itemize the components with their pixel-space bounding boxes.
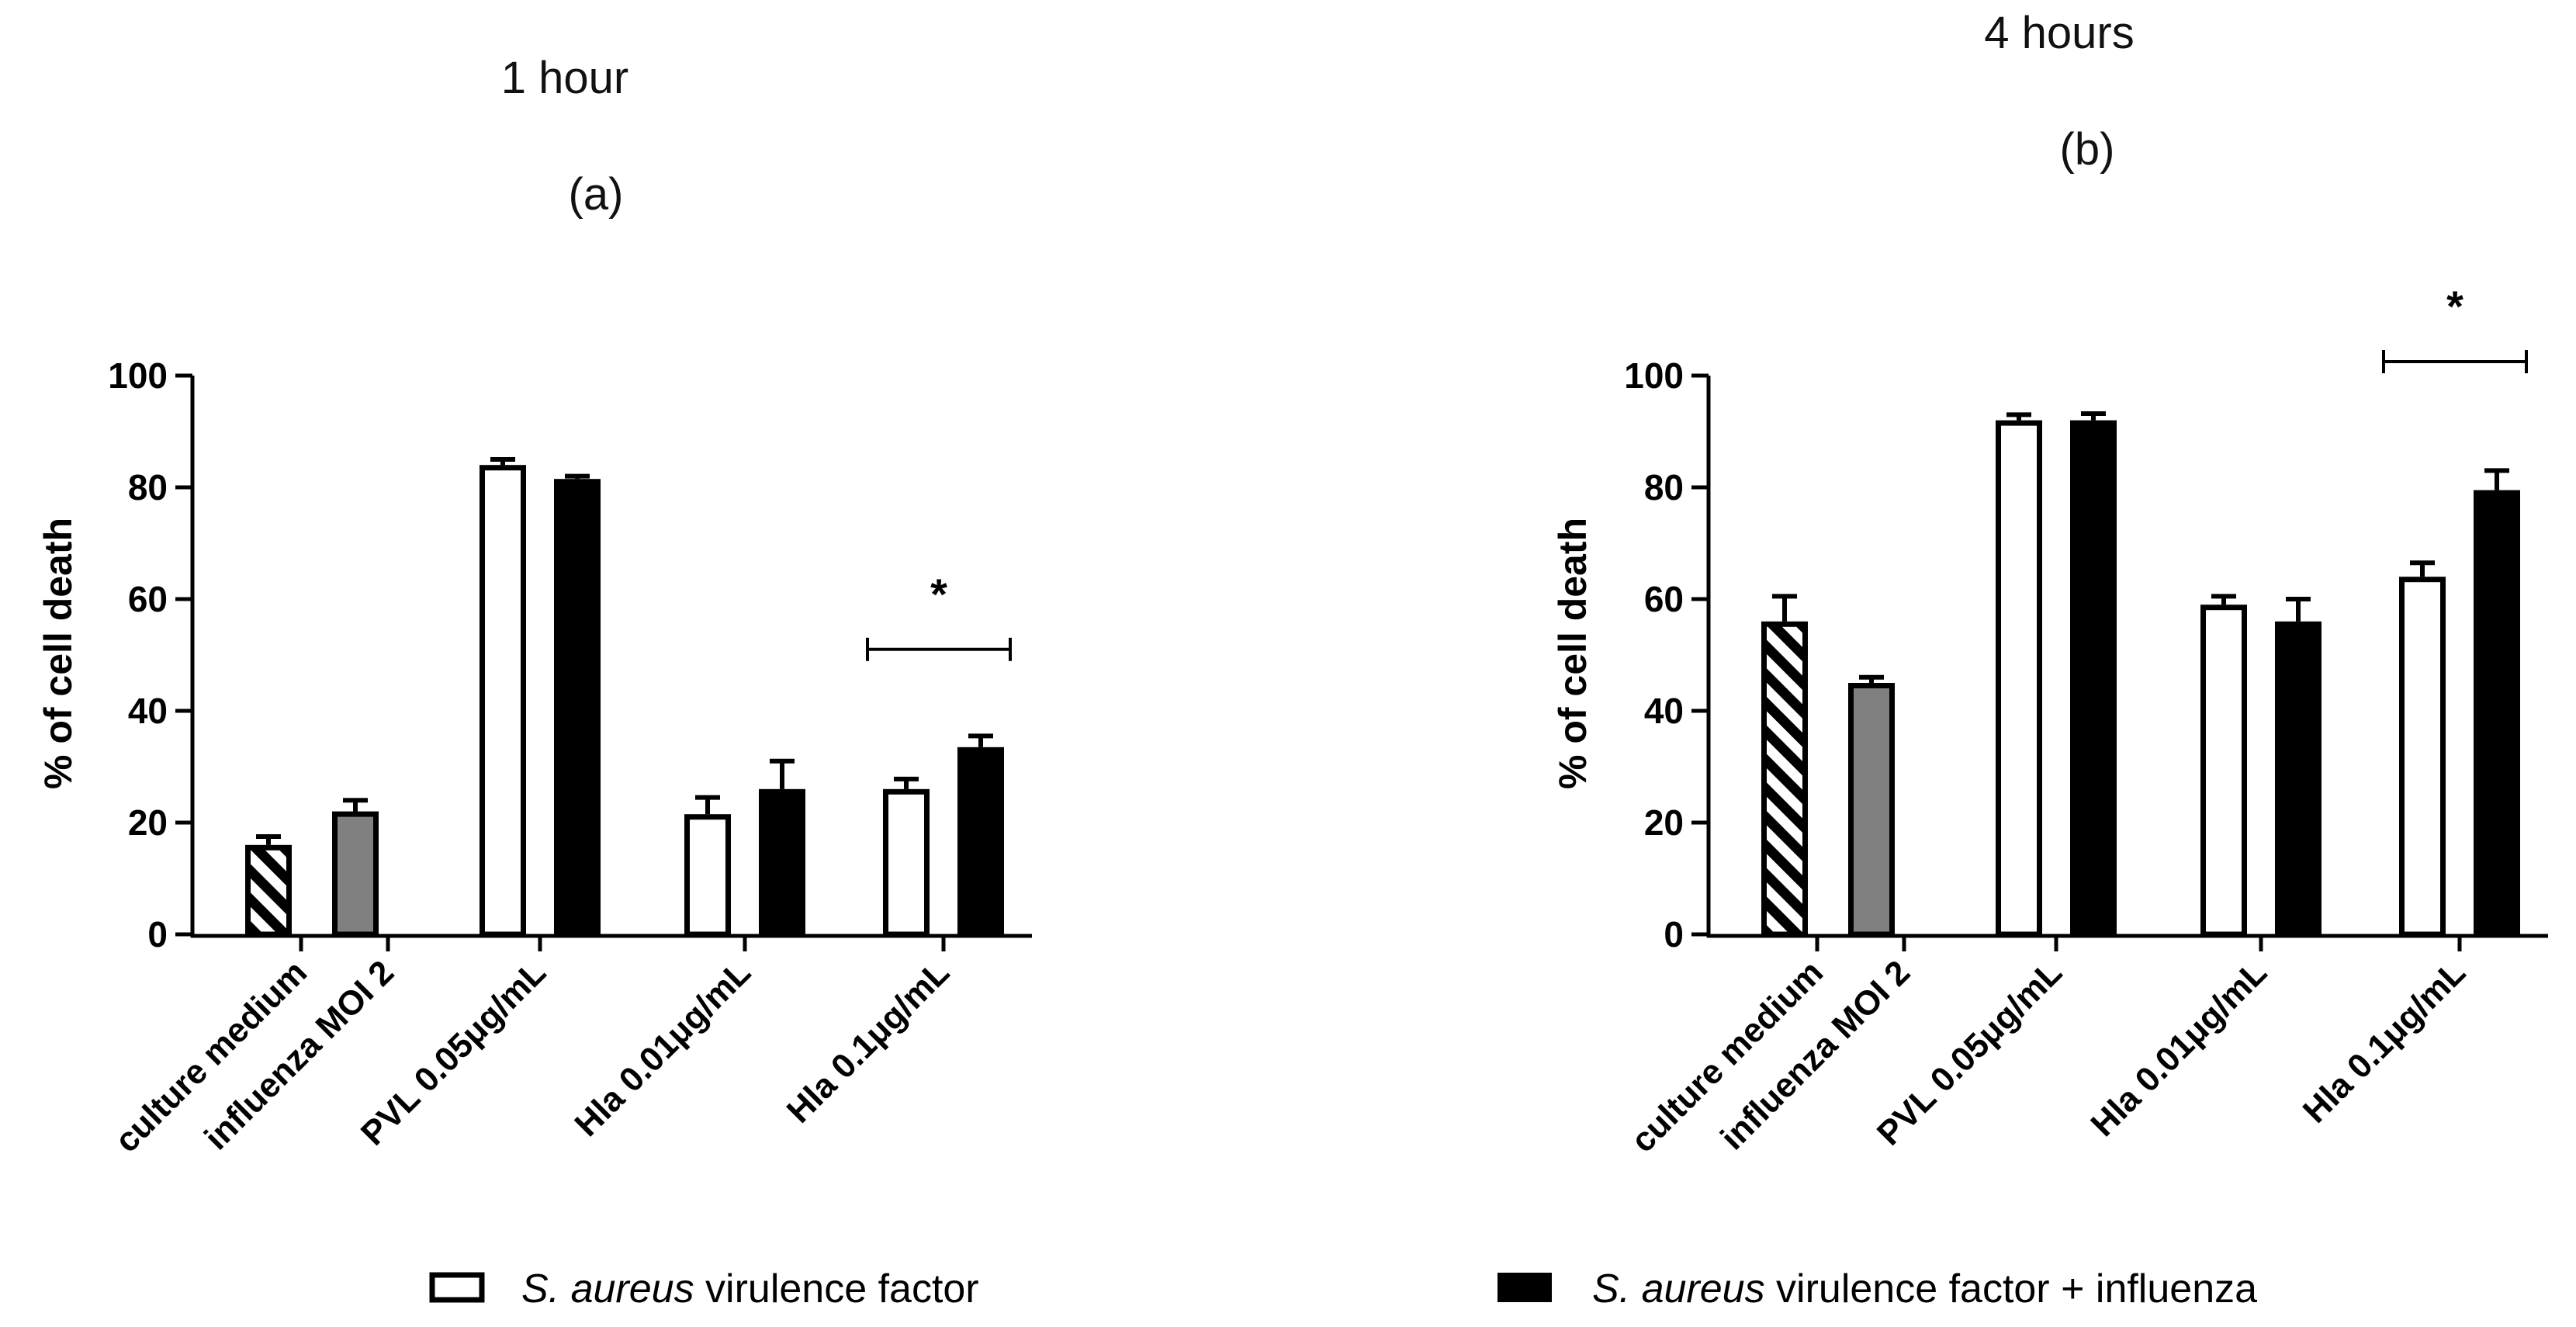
panel-a-y-tick-label-40: 40 (128, 691, 168, 731)
panel-a: 1 hour (a) % of cell death 020406080100 … (36, 53, 1032, 1160)
panel-b: 4 hours (b) % of cell death 0 20 40 60 80 100… (1551, 8, 2548, 1160)
panel-b-bar-pvl-0-05-g-ml-black (2070, 420, 2117, 937)
panel-b-bar-pvl-0-05-g-ml-white (1996, 420, 2042, 937)
panel-b-bar-hla-0-01-g-ml-black (2275, 621, 2322, 937)
panel-b-bar-culture-medium-hatched (1761, 621, 1808, 937)
panel-a-x-label-hla-0-1-g-ml: Hla 0.1μg/mL (780, 953, 957, 1130)
legend-label-virulence-factor: S. aureus virulence factor (521, 1266, 979, 1311)
panel-a-significance: * (866, 570, 1012, 661)
panel-b-y-tick-label-100: 100 (1624, 355, 1684, 396)
panel-a-bar-influenza-moi-2-gray (332, 811, 379, 937)
legend-swatch-black (1497, 1273, 1552, 1302)
panel-a-bars (245, 457, 1004, 937)
legend-item-virulence-factor-influenza: S. aureus virulence factor + influenza (1497, 1266, 2257, 1311)
panel-a-bar-pvl-0-05-g-ml-white (480, 465, 526, 937)
legend-label-rest: virulence factor + influenza (1765, 1266, 2258, 1311)
panel-a-y-ticks: 0 20 40 60 80 100 (108, 355, 192, 955)
panel-b-significance-star: * (2446, 282, 2463, 331)
panel-b-y-tick-label-20: 20 (1644, 802, 1684, 843)
panel-b-title: 4 hours (1984, 8, 2134, 58)
panel-b-bar-influenza-moi-2-gray (1848, 683, 1895, 937)
panel-b-y-tick-label-0: 0 (1664, 914, 1684, 955)
panel-a-y-tick-label-80: 80 (128, 467, 168, 508)
panel-a-title: 1 hour (501, 53, 628, 103)
panel-a-x-label-hla-0-01-g-ml: Hla 0.01μg/mL (567, 953, 758, 1144)
legend: S. aureus virulence factor S. aureus vir… (429, 1266, 2257, 1311)
panel-a-subtitle: (a) (569, 169, 624, 220)
panel-a-y-axis-label: % of cell death (36, 518, 80, 789)
panel-a-bar-hla-0-01-g-ml-black (759, 788, 805, 937)
panel-b-y-tick-label-40: 40 (1644, 691, 1684, 731)
panel-a-significance-star: * (930, 570, 947, 618)
panel-a-y-tick-label-20: 20 (128, 802, 168, 843)
panel-b-y-ticks: 0 20 40 60 80 100 (1624, 355, 1709, 955)
panel-b-y-axis-label: % of cell death (1551, 518, 1594, 789)
legend-swatch-white (429, 1272, 485, 1303)
panel-b-x-label-hla-0-1-g-ml: Hla 0.1μg/mL (2296, 953, 2473, 1130)
legend-label-italic: S. aureus (521, 1266, 694, 1311)
panel-b-bar-hla-0-1-g-ml-white (2399, 577, 2446, 937)
panel-a-bar-pvl-0-05-g-ml-black (554, 479, 601, 937)
panel-a-bar-hla-0-1-g-ml-white (883, 788, 930, 937)
panel-b-subtitle: (b) (2060, 124, 2115, 175)
panel-b-y-tick-label-80: 80 (1644, 467, 1684, 508)
panel-b-y-tick-label-60: 60 (1644, 579, 1684, 619)
panel-b-bar-hla-0-1-g-ml-black (2474, 490, 2520, 937)
panel-a-bar-culture-medium-hatched (245, 844, 292, 937)
panel-a-bar-hla-0-1-g-ml-black (957, 747, 1004, 937)
panel-a-y-tick-label-0: 0 (147, 914, 168, 955)
panel-a-y-tick-label-100: 100 (108, 355, 168, 396)
panel-b-bar-hla-0-01-g-ml-white (2200, 605, 2247, 937)
panel-b-bars (1761, 411, 2520, 937)
legend-label-italic: S. aureus (1592, 1266, 1765, 1311)
panel-a-y-tick-label-60: 60 (128, 579, 168, 619)
legend-label-virulence-factor-influenza: S. aureus virulence factor + influenza (1592, 1266, 2257, 1311)
panel-b-x-label-hla-0-01-g-ml: Hla 0.01μg/mL (2083, 953, 2274, 1144)
legend-item-virulence-factor: S. aureus virulence factor (429, 1266, 979, 1311)
panel-a-bar-hla-0-01-g-ml-white (684, 814, 731, 937)
legend-label-rest: virulence factor (694, 1266, 979, 1311)
panel-b-significance: * (2382, 282, 2528, 373)
